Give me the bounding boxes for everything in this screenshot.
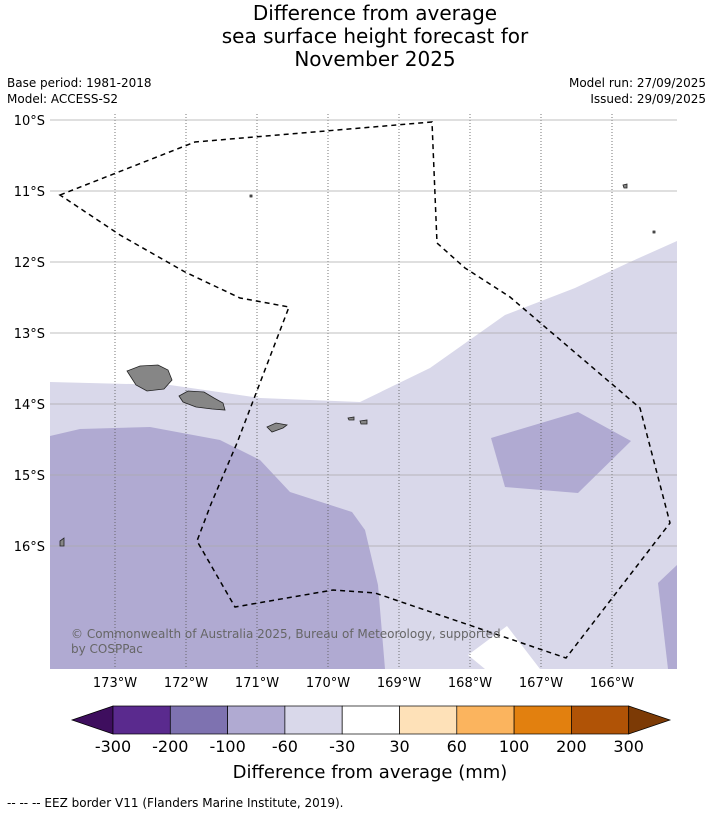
cbar-tick-300: 300 [613, 737, 644, 756]
longitude-gridlines [114, 114, 613, 669]
colorbar-extend-low [70, 705, 114, 735]
lon-label-170w: 170°W [306, 676, 350, 691]
island-northeast [622, 183, 628, 189]
longitude-labels: 173°W 172°W 171°W 170°W 169°W 168°W 167°… [93, 676, 634, 691]
copyright-line-2: by COSPPac [71, 642, 143, 656]
title-line-2: sea surface height forecast for [221, 24, 529, 48]
lat-label-11s: 11°S [14, 185, 45, 200]
cbar-tick-minus300: -300 [94, 737, 132, 756]
lat-label-13s: 13°S [14, 327, 45, 342]
gridlines [50, 114, 677, 669]
colorbar-segment [227, 705, 286, 735]
colorbar-segment [399, 705, 458, 735]
colorbar-segment [513, 705, 572, 735]
colorbar-title: Difference from average (mm) [232, 762, 508, 783]
cbar-tick-60: 60 [446, 737, 467, 756]
colorbar-segment [112, 705, 171, 735]
latitude-gridlines [50, 119, 677, 547]
lon-label-169w: 169°W [377, 676, 421, 691]
lon-label-168w: 168°W [448, 676, 492, 691]
copyright-line-1: © Commonwealth of Australia 2025, Bureau… [71, 627, 501, 641]
lat-label-15s: 15°S [14, 469, 45, 484]
island-wallis [59, 537, 65, 547]
band-minus100-to-minus60-patch [491, 412, 631, 493]
chart-title: Difference from average sea surface heig… [0, 2, 713, 71]
map-area [50, 120, 677, 669]
island-swains [249, 194, 253, 198]
island-tutuila [266, 422, 288, 433]
colorbar-segment [456, 705, 515, 735]
eez-footnote: -- -- -- EEZ border V11 (Flanders Marine… [7, 796, 344, 810]
lon-label-167w: 167°W [519, 676, 563, 691]
island-ofu [347, 416, 355, 421]
cbar-tick-minus200: -200 [152, 737, 189, 756]
meta-right: Model run: 27/09/2025 Issued: 29/09/2025 [569, 75, 706, 107]
model-run: Model run: 27/09/2025 [568, 76, 706, 90]
lon-label-171w: 171°W [235, 676, 279, 691]
cbar-tick-200: 200 [556, 737, 587, 756]
land-masses [59, 183, 656, 547]
cbar-tick-100: 100 [498, 737, 530, 756]
meta-left: Base period: 1981-2018 Model: ACCESS-S2 [7, 75, 152, 107]
lat-label-12s: 12°S [14, 256, 45, 271]
model-name: Model: ACCESS-S2 [7, 92, 119, 106]
island-upolu [178, 390, 226, 411]
colorbar-extend-high [628, 705, 672, 735]
colorbar-segment [284, 705, 343, 735]
cbar-tick-30: 30 [389, 737, 410, 756]
colorbar-segment [571, 705, 630, 735]
latitude-labels: 10°S 11°S 12°S 13°S 14°S 15°S 16°S [14, 114, 45, 555]
colorbar [70, 705, 672, 735]
cbar-tick-minus100: -100 [209, 737, 246, 756]
band-minus100-to-minus60 [50, 427, 385, 669]
lon-label-173w: 173°W [93, 676, 137, 691]
island-tau [359, 419, 368, 425]
lat-label-10s: 10°S [14, 114, 45, 129]
island-east [652, 230, 656, 234]
base-period: Base period: 1981-2018 [7, 76, 152, 90]
colorbar-segment [169, 705, 228, 735]
colorbar-segment [341, 705, 400, 735]
lat-label-16s: 16°S [14, 540, 45, 555]
eez-border [58, 121, 671, 659]
lat-label-14s: 14°S [14, 398, 45, 413]
title-line-3: November 2025 [294, 47, 456, 71]
cbar-tick-minus60: -60 [271, 737, 298, 756]
lon-label-166w: 166°W [590, 676, 634, 691]
issued-date: Issued: 29/09/2025 [590, 92, 706, 106]
island-savaii [126, 364, 173, 392]
lon-label-172w: 172°W [164, 676, 208, 691]
title-line-1: Difference from average [252, 1, 498, 25]
cbar-tick-minus30: -30 [329, 737, 356, 756]
band-minus100-to-minus60-edge [658, 565, 677, 669]
